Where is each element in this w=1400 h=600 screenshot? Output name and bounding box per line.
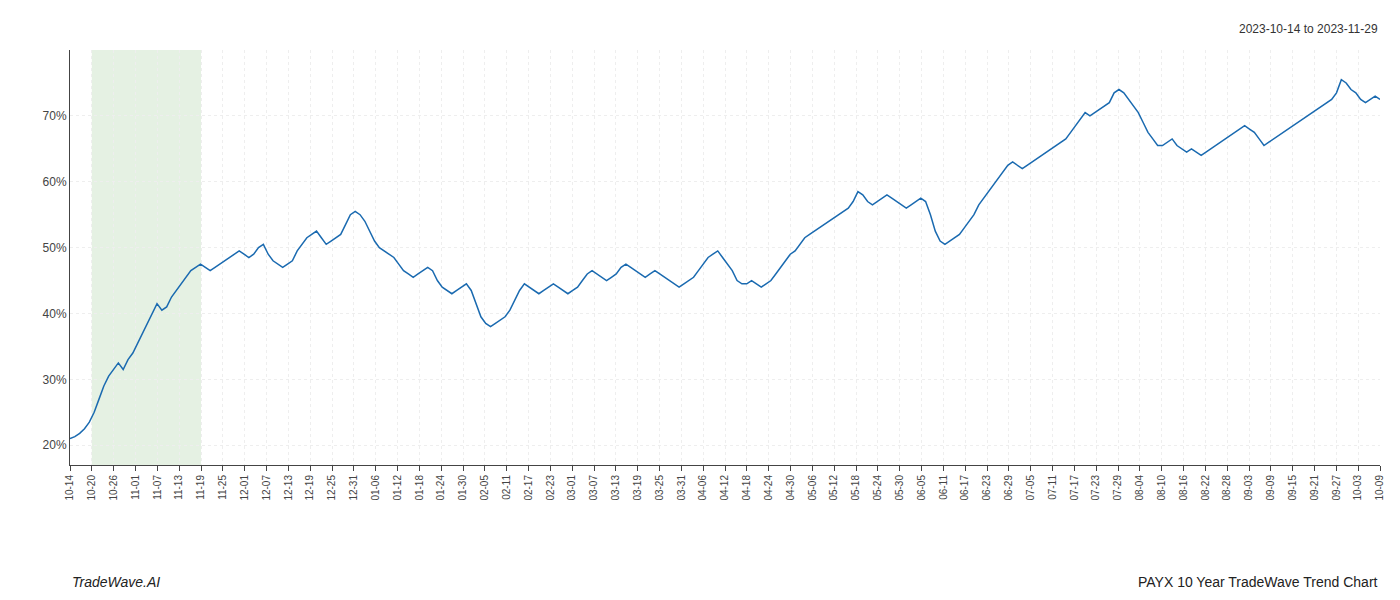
svg-text:02-05: 02-05 — [479, 475, 490, 501]
svg-text:09-21: 09-21 — [1309, 475, 1320, 501]
svg-text:07-17: 07-17 — [1069, 475, 1080, 501]
svg-text:11-25: 11-25 — [217, 475, 228, 500]
svg-text:PAYX 10 Year TradeWave Trend C: PAYX 10 Year TradeWave Trend Chart — [1138, 574, 1378, 590]
svg-text:12-19: 12-19 — [304, 475, 315, 501]
svg-text:10-20: 10-20 — [86, 475, 97, 501]
svg-text:60%: 60% — [43, 175, 67, 189]
svg-text:03-01: 03-01 — [566, 475, 577, 501]
svg-text:04-24: 04-24 — [763, 475, 774, 501]
svg-text:05-30: 05-30 — [894, 475, 905, 501]
svg-text:08-10: 08-10 — [1156, 475, 1167, 501]
svg-text:12-13: 12-13 — [283, 475, 294, 501]
svg-text:06-29: 06-29 — [1003, 475, 1014, 501]
svg-text:11-19: 11-19 — [195, 475, 206, 500]
svg-text:10-26: 10-26 — [108, 475, 119, 501]
svg-text:02-23: 02-23 — [545, 475, 556, 501]
svg-text:2023-10-14 to 2023-11-29: 2023-10-14 to 2023-11-29 — [1239, 22, 1378, 36]
svg-text:03-31: 03-31 — [676, 475, 687, 501]
svg-text:07-23: 07-23 — [1090, 475, 1101, 501]
svg-text:05-12: 05-12 — [828, 475, 839, 501]
svg-text:11-13: 11-13 — [173, 475, 184, 500]
svg-text:08-04: 08-04 — [1134, 475, 1145, 501]
svg-text:06-11: 06-11 — [938, 475, 949, 500]
svg-text:04-12: 04-12 — [719, 475, 730, 501]
svg-text:01-30: 01-30 — [457, 475, 468, 501]
svg-text:05-18: 05-18 — [850, 475, 861, 501]
svg-text:70%: 70% — [43, 109, 67, 123]
svg-text:03-19: 03-19 — [632, 475, 643, 501]
svg-text:20%: 20% — [43, 438, 67, 452]
svg-text:08-22: 08-22 — [1200, 475, 1211, 501]
svg-text:12-07: 12-07 — [261, 475, 272, 501]
svg-text:09-15: 09-15 — [1287, 475, 1298, 501]
svg-text:10-14: 10-14 — [64, 475, 75, 501]
svg-text:04-18: 04-18 — [741, 475, 752, 501]
svg-text:09-09: 09-09 — [1265, 475, 1276, 501]
svg-text:03-13: 03-13 — [610, 475, 621, 501]
svg-text:12-01: 12-01 — [239, 475, 250, 501]
svg-text:01-24: 01-24 — [435, 475, 446, 501]
svg-text:12-25: 12-25 — [326, 475, 337, 501]
svg-text:30%: 30% — [43, 373, 67, 387]
svg-text:06-23: 06-23 — [981, 475, 992, 501]
svg-text:04-30: 04-30 — [785, 475, 796, 501]
svg-text:01-18: 01-18 — [414, 475, 425, 501]
svg-text:07-05: 07-05 — [1025, 475, 1036, 501]
svg-text:06-05: 06-05 — [916, 475, 927, 501]
svg-text:05-24: 05-24 — [872, 475, 883, 501]
svg-text:09-03: 09-03 — [1243, 475, 1254, 501]
svg-text:04-06: 04-06 — [697, 475, 708, 501]
svg-text:07-29: 07-29 — [1112, 475, 1123, 501]
svg-text:02-11: 02-11 — [501, 475, 512, 500]
svg-text:07-11: 07-11 — [1047, 475, 1058, 500]
svg-text:03-25: 03-25 — [654, 475, 665, 501]
svg-text:12-31: 12-31 — [348, 475, 359, 501]
svg-text:06-17: 06-17 — [959, 475, 970, 501]
svg-text:03-07: 03-07 — [588, 475, 599, 501]
svg-text:02-17: 02-17 — [523, 475, 534, 501]
svg-text:10-03: 10-03 — [1352, 475, 1363, 501]
svg-text:08-16: 08-16 — [1178, 475, 1189, 501]
svg-text:40%: 40% — [43, 307, 67, 321]
svg-text:11-01: 11-01 — [130, 475, 141, 500]
svg-text:05-06: 05-06 — [807, 475, 818, 501]
svg-text:TradeWave.AI: TradeWave.AI — [72, 574, 160, 590]
svg-text:50%: 50% — [43, 241, 67, 255]
svg-text:11-07: 11-07 — [152, 475, 163, 500]
svg-text:10-09: 10-09 — [1374, 475, 1385, 501]
svg-text:01-06: 01-06 — [370, 475, 381, 501]
svg-text:09-27: 09-27 — [1331, 475, 1342, 501]
svg-text:08-28: 08-28 — [1221, 475, 1232, 501]
svg-text:01-12: 01-12 — [392, 475, 403, 501]
